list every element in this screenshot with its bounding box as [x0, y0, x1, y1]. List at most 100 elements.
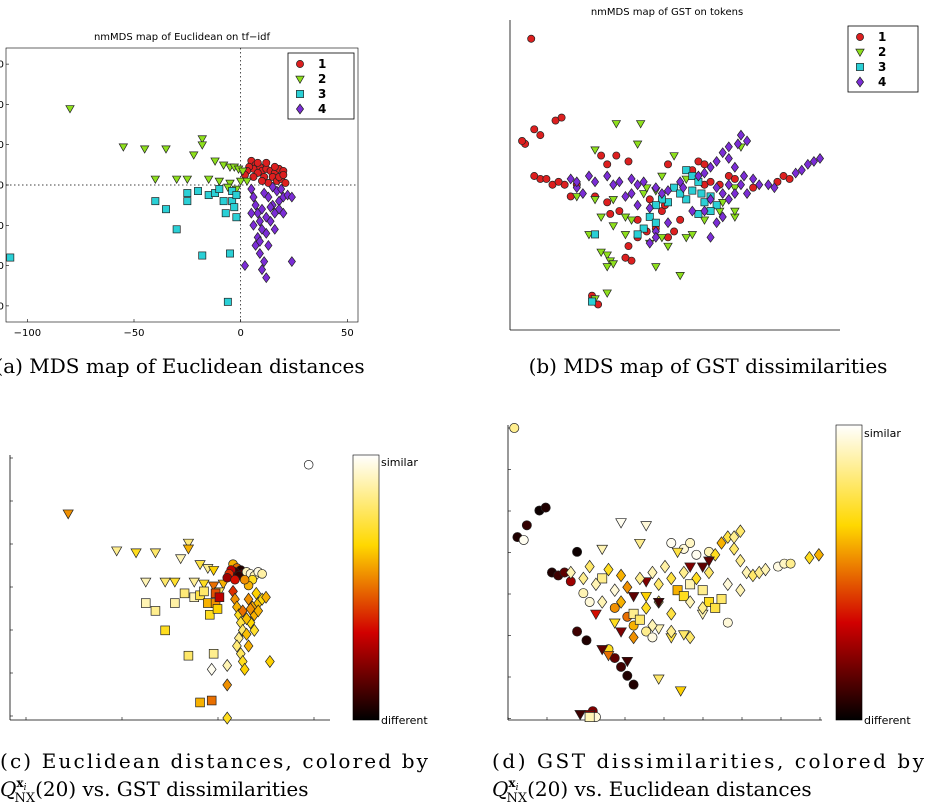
scatter-point-group-4	[645, 202, 654, 214]
colored-scatter-point	[666, 571, 677, 586]
scatter-point-group-4	[651, 231, 660, 243]
scatter-point-group-1	[603, 198, 612, 207]
scatter-point-group-2	[602, 263, 612, 272]
colored-scatter-point	[578, 571, 589, 586]
colored-scatter-point	[222, 573, 232, 583]
colored-scatter-point	[597, 573, 608, 584]
panel-a-caption: (a) MDS map of Euclidean distances	[0, 354, 365, 378]
colored-scatter-point	[760, 562, 771, 577]
scatter-point-group-1	[621, 253, 630, 262]
panel-c-caption-sub: NX	[14, 791, 35, 803]
colored-scatter-point	[565, 565, 576, 580]
colored-scatter-point	[130, 548, 142, 559]
panel-c-caption-line1: (c) Euclidean distances, colored by	[0, 749, 429, 773]
colored-scatter-point	[729, 542, 740, 556]
panel-c-colorbar-top-label: similar	[381, 456, 418, 469]
scatter-point-group-4	[657, 188, 666, 199]
colored-scatter-point	[672, 585, 683, 596]
colored-scatter-point	[615, 518, 627, 529]
colored-scatter-point	[653, 577, 664, 592]
colored-scatter-point	[540, 502, 551, 513]
scatter-point-group-4	[809, 155, 818, 167]
scatter-point-group-4	[706, 161, 715, 173]
scatter-point-group-2	[675, 272, 685, 281]
colored-scatter-point	[596, 544, 609, 556]
colored-scatter-point	[214, 592, 225, 602]
colored-scatter-point	[729, 530, 740, 544]
legend-marker	[855, 76, 865, 88]
colored-scatter-point	[735, 583, 746, 597]
scatter-point-group-4	[651, 182, 660, 194]
colored-scatter-point	[685, 538, 696, 548]
scatter-point-group-4	[718, 147, 727, 159]
panel-c-axis-ticks	[10, 457, 315, 720]
legend-label: 1	[318, 57, 326, 71]
scatter-point-group-4	[791, 167, 800, 179]
colored-scatter-point	[584, 559, 595, 574]
scatter-point-group-2	[635, 120, 646, 129]
colored-scatter-point	[633, 538, 646, 550]
scatter-point-group-2	[681, 175, 691, 184]
panel-d-colorbar-bottom-label: different	[864, 714, 911, 727]
scatter-point-group-4	[287, 191, 296, 203]
scatter-point-group-3	[221, 209, 230, 218]
colored-scatter-point	[572, 546, 583, 557]
scatter-point-group-4	[633, 179, 642, 191]
colored-scatter-point	[640, 521, 653, 532]
scatter-point-group-4	[255, 215, 264, 227]
y-tick-label: −20	[0, 221, 4, 232]
scatter-point-group-4	[249, 191, 258, 203]
colored-scatter-point	[169, 577, 181, 588]
scatter-point-group-4	[736, 179, 745, 191]
y-tick-label: −40	[0, 261, 4, 272]
scatter-point-group-1	[730, 174, 739, 183]
scatter-point-group-4	[679, 182, 688, 194]
colored-scatter-point	[609, 583, 620, 597]
colored-scatter-point	[804, 550, 815, 565]
scatter-point-group-4	[797, 164, 806, 176]
panel-c-caption-line2: Qxi NX(20) vs. GST dissimilarities	[0, 776, 308, 803]
legend-marker	[295, 75, 305, 85]
colored-scatter-point	[62, 509, 74, 520]
colored-scatter-point	[628, 679, 639, 690]
colored-scatter-point	[634, 614, 645, 625]
panel-d-gst-colored: similar different (d) GST dissimilaritie…	[492, 423, 925, 803]
colored-scatter-point	[183, 650, 194, 661]
scatter-point-group-4	[736, 129, 745, 141]
scatter-point-group-2	[214, 177, 225, 186]
scatter-point-group-4	[578, 188, 587, 199]
panel-d-caption-supsub: i	[516, 783, 519, 793]
scatter-point-group-4	[749, 173, 758, 185]
colored-scatter-point	[249, 623, 260, 637]
colored-scatter-point	[647, 565, 658, 580]
legend-marker	[295, 103, 305, 115]
scatter-point-group-4	[279, 207, 288, 219]
colored-scatter-point	[509, 423, 520, 433]
colored-scatter-point	[237, 604, 248, 618]
colored-scatter-point	[710, 548, 721, 562]
scatter-point-group-4	[663, 185, 673, 197]
scatter-point-group-2	[657, 234, 667, 243]
scatter-point-group-2	[182, 175, 193, 184]
colored-scatter-point	[149, 548, 162, 559]
colored-scatter-point	[182, 538, 195, 549]
scatter-point-group-2	[608, 222, 619, 231]
colored-scatter-point	[590, 609, 602, 621]
scatter-point-group-3	[712, 201, 721, 210]
scatter-point-group-4	[572, 182, 581, 194]
scatter-point-group-2	[238, 167, 248, 176]
legend-label: 4	[318, 102, 326, 116]
scatter-point-group-4	[724, 179, 733, 191]
y-tick-label: −60	[0, 301, 4, 312]
scatter-point-group-4	[733, 138, 742, 150]
scatter-point-group-2	[663, 242, 673, 252]
colored-scatter-point	[175, 554, 187, 565]
scatter-point-group-4	[712, 217, 721, 229]
colored-scatter-point	[206, 662, 217, 676]
scatter-point-group-4	[255, 248, 264, 259]
scatter-point-group-4	[566, 173, 575, 185]
scatter-point-group-4	[627, 173, 636, 185]
panel-c-caption-rest: (20) vs. GST dissimilarities	[35, 777, 308, 801]
scatter-point-group-4	[712, 155, 721, 167]
scatter-point-group-1	[676, 215, 685, 224]
